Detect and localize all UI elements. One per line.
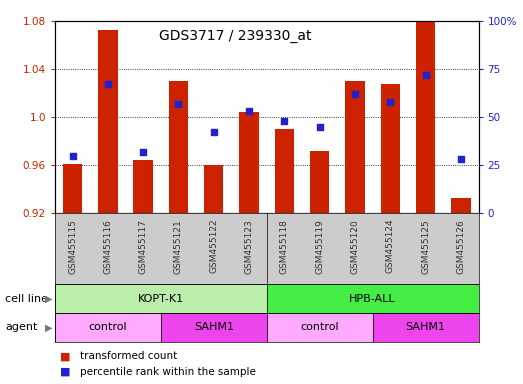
Text: GDS3717 / 239330_at: GDS3717 / 239330_at bbox=[159, 29, 312, 43]
Text: HPB-ALL: HPB-ALL bbox=[349, 293, 396, 304]
Text: ■: ■ bbox=[60, 367, 71, 377]
Bar bbox=[63, 164, 82, 213]
Text: percentile rank within the sample: percentile rank within the sample bbox=[80, 367, 256, 377]
Text: cell line: cell line bbox=[5, 293, 48, 304]
Bar bbox=[372, 313, 479, 342]
Point bbox=[210, 129, 218, 136]
Bar bbox=[240, 113, 259, 213]
Point bbox=[280, 118, 289, 124]
Point bbox=[104, 81, 112, 88]
Bar bbox=[381, 84, 400, 213]
Text: GSM455125: GSM455125 bbox=[421, 219, 430, 273]
Text: ▶: ▶ bbox=[45, 293, 52, 304]
Text: GSM455124: GSM455124 bbox=[386, 219, 395, 273]
Text: GSM455126: GSM455126 bbox=[457, 219, 465, 273]
Text: GSM455117: GSM455117 bbox=[139, 219, 147, 274]
Text: KOPT-K1: KOPT-K1 bbox=[138, 293, 184, 304]
Bar bbox=[267, 284, 479, 313]
Bar bbox=[169, 81, 188, 213]
Point bbox=[69, 152, 77, 159]
Bar bbox=[55, 284, 267, 313]
Text: GSM455122: GSM455122 bbox=[209, 219, 218, 273]
Text: GSM455116: GSM455116 bbox=[104, 219, 112, 274]
Bar bbox=[451, 197, 471, 213]
Text: agent: agent bbox=[5, 322, 38, 333]
Text: control: control bbox=[300, 322, 339, 333]
Point bbox=[174, 101, 183, 107]
Bar bbox=[275, 129, 294, 213]
Text: SAHM1: SAHM1 bbox=[406, 322, 446, 333]
Text: GSM455118: GSM455118 bbox=[280, 219, 289, 274]
Text: GSM455121: GSM455121 bbox=[174, 219, 183, 273]
Text: ▶: ▶ bbox=[45, 322, 52, 333]
Text: SAHM1: SAHM1 bbox=[194, 322, 234, 333]
Point bbox=[457, 156, 465, 162]
Text: transformed count: transformed count bbox=[80, 351, 177, 361]
Bar bbox=[55, 313, 161, 342]
Bar bbox=[161, 313, 267, 342]
Text: ■: ■ bbox=[60, 351, 71, 361]
Point bbox=[245, 108, 253, 114]
Text: GSM455119: GSM455119 bbox=[315, 219, 324, 274]
Bar bbox=[133, 161, 153, 213]
Bar bbox=[267, 313, 372, 342]
Bar bbox=[310, 151, 329, 213]
Bar bbox=[416, 21, 435, 213]
Point bbox=[351, 91, 359, 97]
Bar bbox=[204, 165, 223, 213]
Text: GSM455120: GSM455120 bbox=[350, 219, 359, 273]
Point bbox=[315, 124, 324, 130]
Text: control: control bbox=[88, 322, 127, 333]
Bar bbox=[98, 30, 118, 213]
Point bbox=[422, 72, 430, 78]
Point bbox=[386, 99, 394, 105]
Point bbox=[139, 149, 147, 155]
Bar bbox=[345, 81, 365, 213]
Text: GSM455123: GSM455123 bbox=[245, 219, 254, 273]
Text: GSM455115: GSM455115 bbox=[68, 219, 77, 274]
